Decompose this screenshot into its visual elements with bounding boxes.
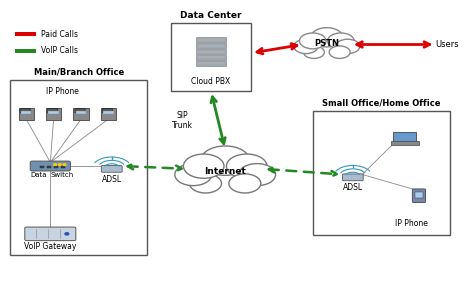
FancyBboxPatch shape bbox=[393, 132, 416, 143]
Circle shape bbox=[294, 39, 318, 54]
Circle shape bbox=[229, 174, 261, 193]
FancyBboxPatch shape bbox=[75, 109, 85, 113]
Bar bbox=[54, 166, 58, 168]
FancyBboxPatch shape bbox=[10, 80, 147, 255]
FancyBboxPatch shape bbox=[196, 43, 227, 48]
Text: Switch: Switch bbox=[51, 172, 74, 178]
Text: Data: Data bbox=[30, 172, 47, 178]
FancyBboxPatch shape bbox=[313, 111, 450, 235]
FancyBboxPatch shape bbox=[415, 192, 423, 198]
FancyBboxPatch shape bbox=[171, 23, 251, 91]
FancyBboxPatch shape bbox=[391, 141, 419, 145]
FancyBboxPatch shape bbox=[76, 110, 86, 114]
FancyBboxPatch shape bbox=[47, 109, 58, 113]
Bar bbox=[40, 166, 44, 168]
Text: Users: Users bbox=[436, 40, 459, 49]
Circle shape bbox=[183, 154, 224, 178]
Text: Small Office/Home Office: Small Office/Home Office bbox=[322, 99, 440, 108]
FancyBboxPatch shape bbox=[196, 55, 227, 60]
Text: Cloud PBX: Cloud PBX bbox=[191, 77, 231, 86]
Text: Internet: Internet bbox=[204, 167, 246, 176]
FancyBboxPatch shape bbox=[342, 174, 363, 181]
Text: Main/Branch Office: Main/Branch Office bbox=[34, 67, 124, 76]
FancyBboxPatch shape bbox=[101, 166, 122, 172]
Circle shape bbox=[201, 146, 250, 175]
Circle shape bbox=[63, 164, 66, 166]
Circle shape bbox=[336, 39, 360, 54]
Text: IP Phone: IP Phone bbox=[395, 219, 428, 228]
FancyBboxPatch shape bbox=[46, 108, 61, 120]
FancyBboxPatch shape bbox=[102, 109, 112, 113]
Circle shape bbox=[300, 33, 326, 49]
FancyBboxPatch shape bbox=[196, 37, 227, 42]
Text: PSTN: PSTN bbox=[314, 39, 339, 48]
Circle shape bbox=[239, 164, 275, 186]
FancyBboxPatch shape bbox=[25, 227, 76, 241]
FancyBboxPatch shape bbox=[18, 108, 34, 120]
Circle shape bbox=[311, 28, 343, 47]
Text: IP Phone: IP Phone bbox=[46, 87, 79, 96]
Circle shape bbox=[58, 164, 61, 166]
Circle shape bbox=[227, 154, 267, 178]
Bar bbox=[15, 32, 36, 36]
Circle shape bbox=[54, 164, 56, 166]
Text: VoIP Gateway: VoIP Gateway bbox=[24, 242, 76, 251]
Circle shape bbox=[329, 46, 350, 59]
FancyBboxPatch shape bbox=[196, 49, 227, 54]
Circle shape bbox=[303, 46, 324, 59]
Text: ADSL: ADSL bbox=[343, 183, 363, 192]
FancyBboxPatch shape bbox=[412, 189, 426, 202]
Circle shape bbox=[328, 33, 354, 49]
FancyBboxPatch shape bbox=[73, 108, 89, 120]
FancyBboxPatch shape bbox=[48, 110, 59, 114]
Bar bbox=[15, 49, 36, 53]
Circle shape bbox=[175, 164, 212, 186]
Text: ADSL: ADSL bbox=[102, 174, 122, 183]
FancyBboxPatch shape bbox=[21, 110, 31, 114]
FancyBboxPatch shape bbox=[30, 161, 71, 171]
Text: VoIP Calls: VoIP Calls bbox=[41, 47, 78, 55]
Text: Data Center: Data Center bbox=[180, 11, 242, 20]
Circle shape bbox=[190, 174, 221, 193]
Bar bbox=[61, 166, 65, 168]
Bar bbox=[47, 166, 51, 168]
Circle shape bbox=[65, 233, 69, 235]
FancyBboxPatch shape bbox=[196, 61, 227, 66]
Text: Paid Calls: Paid Calls bbox=[41, 30, 78, 39]
FancyBboxPatch shape bbox=[101, 108, 116, 120]
FancyBboxPatch shape bbox=[20, 109, 30, 113]
Text: SIP
Trunk: SIP Trunk bbox=[172, 110, 193, 130]
FancyBboxPatch shape bbox=[103, 110, 114, 114]
